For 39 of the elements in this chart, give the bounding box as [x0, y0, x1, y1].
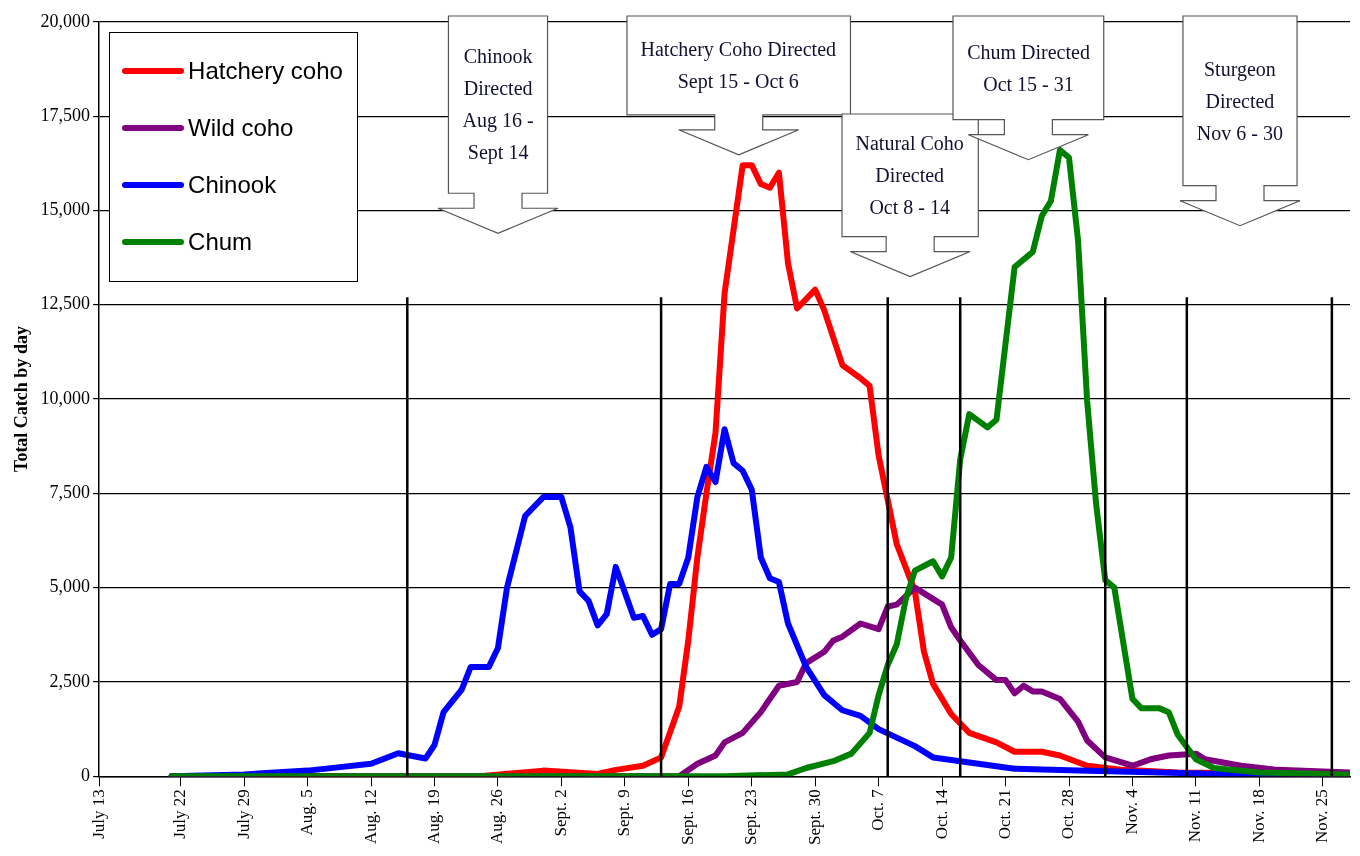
legend-label: Chum	[188, 228, 253, 257]
y-tick-label: 0	[81, 765, 91, 786]
x-tick-label: July 13	[88, 789, 108, 839]
annotation: Chinook Directed Aug 16 - Sept 14	[462, 45, 534, 164]
x-tick-label: July 29	[233, 789, 253, 839]
y-tick-label: 20,000	[40, 10, 91, 31]
x-tick-label: Sept. 16	[677, 789, 697, 846]
legend-label: Chinook	[188, 171, 277, 200]
annotation: Chum Directed Oct 15 - 31	[967, 40, 1090, 95]
x-tick-label: Aug. 12	[360, 789, 380, 845]
x-tick-label: Oct. 7	[868, 788, 888, 831]
y-axis-title: Total Catch by day	[11, 326, 32, 472]
x-tick-label: Nov. 11	[1185, 789, 1205, 843]
y-tick-label: 15,000	[40, 199, 91, 220]
annotation: Natural Coho Directed Oct 8 - 14	[855, 132, 964, 219]
x-tick-label: Sept. 9	[614, 789, 634, 837]
x-tick-label: Sept. 2	[550, 789, 570, 837]
y-tick-label: 10,000	[40, 387, 91, 408]
x-tick-label: Sept. 30	[804, 789, 824, 846]
y-tick-label: 2,500	[49, 670, 91, 691]
x-tick-label: Sept. 23	[741, 789, 761, 846]
x-tick-label: Nov. 25	[1312, 789, 1332, 843]
x-tick-label: Nov. 4	[1121, 788, 1141, 835]
x-tick-label: Aug. 19	[423, 789, 443, 845]
y-tick-label: 17,500	[40, 104, 91, 125]
x-tick-label: July 22	[170, 789, 190, 839]
x-tick-label: Oct. 28	[1058, 789, 1078, 840]
annotation: Sturgeon Directed Nov 6 - 30	[1196, 57, 1283, 144]
x-tick-label: Nov. 18	[1248, 789, 1268, 843]
y-tick-label: 5,000	[49, 576, 91, 597]
x-tick-label: Aug. 5	[297, 789, 317, 836]
legend-label: Hatchery coho	[188, 57, 343, 86]
y-tick-label: 7,500	[49, 482, 91, 503]
x-tick-label: Aug. 26	[487, 789, 507, 845]
legend-label: Wild coho	[188, 114, 294, 143]
y-tick-label: 12,500	[40, 293, 91, 314]
x-tick-label: Oct. 14	[931, 788, 951, 840]
x-tick-label: Oct. 21	[995, 789, 1015, 840]
annotation: Hatchery Coho Directed Sept 15 - Oct 6	[640, 38, 837, 93]
